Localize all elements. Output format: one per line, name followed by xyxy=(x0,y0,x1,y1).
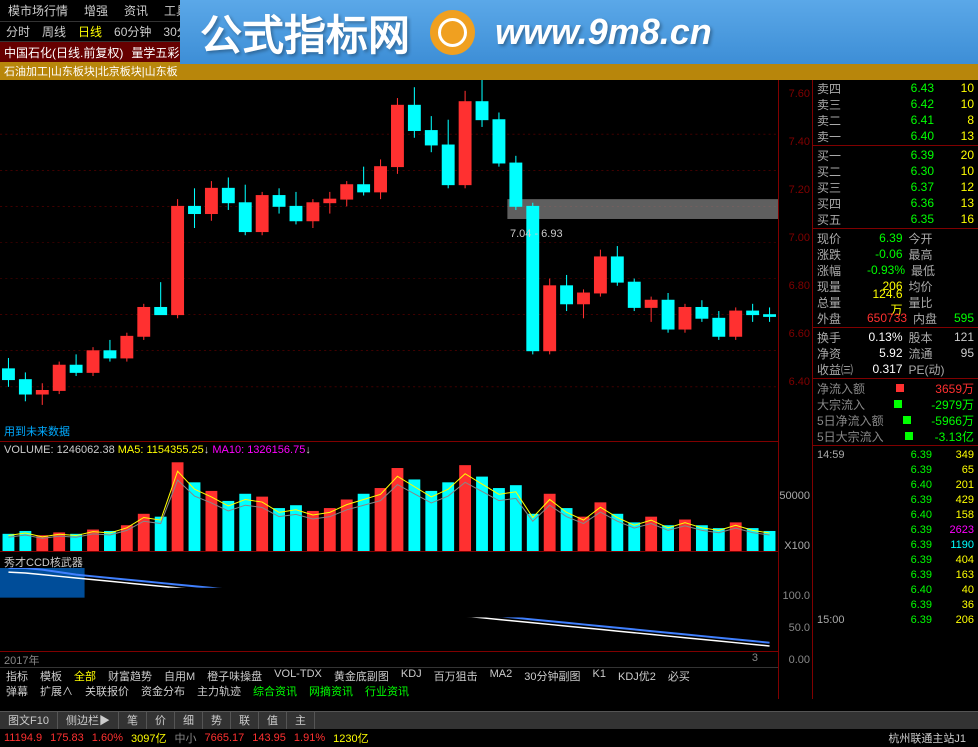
footer-tab[interactable]: 价 xyxy=(147,712,175,729)
indicator-tab[interactable]: 橙子味操盘 xyxy=(201,668,268,683)
footer-tab[interactable]: 主 xyxy=(287,712,315,729)
indicator-tab[interactable]: KDJ xyxy=(395,668,428,683)
info-tab[interactable]: 扩展∧ xyxy=(34,683,79,699)
indicator-tab[interactable]: 指标 xyxy=(0,668,34,683)
indicator-tabs: 指标模板全部财富趋势自用M橙子味操盘VOL-TDX黄金底副图KDJ百万狙击MA2… xyxy=(0,667,778,683)
price-axis: 7.607.407.207.006.806.606.4050000X100100… xyxy=(779,80,813,699)
indicator-tab[interactable]: MA2 xyxy=(484,668,519,683)
indicator-chart[interactable]: 秀才CCD核武器 xyxy=(0,551,778,651)
sector-tags: 石油加工|山东板块|北京板块|山东板 xyxy=(0,62,978,80)
timeframe-tab[interactable]: 60分钟 xyxy=(108,23,157,40)
menu-item[interactable]: 增强 xyxy=(76,2,116,19)
banner-logo-icon xyxy=(430,10,475,55)
timeframe-tab[interactable]: 周线 xyxy=(36,23,72,40)
quote-panel: 卖四6.4310卖三6.4210卖二6.418卖一6.4013买一6.3920买… xyxy=(813,80,978,699)
watermark-banner: 公式指标网 www.9m8.cn xyxy=(180,0,978,64)
indicator-tab[interactable]: 全部 xyxy=(68,668,102,683)
footer-tab[interactable]: 笔 xyxy=(119,712,147,729)
indicator-tab[interactable]: 自用M xyxy=(158,668,201,683)
indicator-tab[interactable]: VOL-TDX xyxy=(268,668,328,683)
menu-item[interactable]: 资讯 xyxy=(116,2,156,19)
footer-tabs: 图文F10侧边栏▶笔价细势联值主 xyxy=(0,711,978,729)
footer-tab[interactable]: 图文F10 xyxy=(0,712,58,729)
info-tabs: 弹幕扩展∧关联报价资金分布主力轨迹综合资讯网摘资讯行业资讯 xyxy=(0,683,778,699)
candlestick-chart[interactable]: 7.04 - 6.93 ↘5.90 用到未来数据 xyxy=(0,80,778,441)
banner-url: www.9m8.cn xyxy=(495,11,712,53)
indicator-tab[interactable]: 百万狙击 xyxy=(428,668,484,683)
volume-header: VOLUME: 1246062.38 MA5: 1154355.25↓ MA10… xyxy=(0,442,778,458)
indicator-tab[interactable]: 必买 xyxy=(662,668,696,683)
status-bar: 11194.9175.831.60% 3097亿中小 7665.17143.95… xyxy=(0,729,978,747)
indicator-tab[interactable]: 黄金底副图 xyxy=(328,668,395,683)
banner-text: 公式指标网 xyxy=(200,2,410,63)
footer-tab[interactable]: 侧边栏▶ xyxy=(58,712,119,729)
timeframe-tab[interactable]: 分时 xyxy=(0,23,36,40)
footer-tab[interactable]: 细 xyxy=(175,712,203,729)
menu-item[interactable]: 模市场行情 xyxy=(0,2,76,19)
indicator-tab[interactable]: K1 xyxy=(587,668,612,683)
resistance-label: 7.04 - 6.93 xyxy=(510,228,563,240)
indicator-tab[interactable]: KDJ优2 xyxy=(612,668,662,683)
info-tab[interactable]: 网摘资讯 xyxy=(303,683,359,699)
footer-tab[interactable]: 联 xyxy=(231,712,259,729)
timeframe-tab[interactable]: 日线 xyxy=(72,23,108,40)
info-tab[interactable]: 综合资讯 xyxy=(247,683,303,699)
info-tab[interactable]: 资金分布 xyxy=(135,683,191,699)
year-axis: 2017年3 xyxy=(0,651,778,667)
info-tab[interactable]: 行业资讯 xyxy=(359,683,415,699)
indicator-tab[interactable]: 模板 xyxy=(34,668,68,683)
volume-chart[interactable]: VOLUME: 1246062.38 MA5: 1154355.25↓ MA10… xyxy=(0,441,778,551)
info-tab[interactable]: 关联报价 xyxy=(79,683,135,699)
footer-tab[interactable]: 势 xyxy=(203,712,231,729)
info-tab[interactable]: 主力轨迹 xyxy=(191,683,247,699)
info-tab[interactable]: 弹幕 xyxy=(0,683,34,699)
footer-tab[interactable]: 值 xyxy=(259,712,287,729)
future-data-notice: 用到未来数据 xyxy=(4,423,70,439)
stock-title: 中国石化(日线.前复权) xyxy=(4,44,123,61)
indicator-tab[interactable]: 财富趋势 xyxy=(102,668,158,683)
indicator-tab[interactable]: 30分钟副图 xyxy=(518,668,586,683)
